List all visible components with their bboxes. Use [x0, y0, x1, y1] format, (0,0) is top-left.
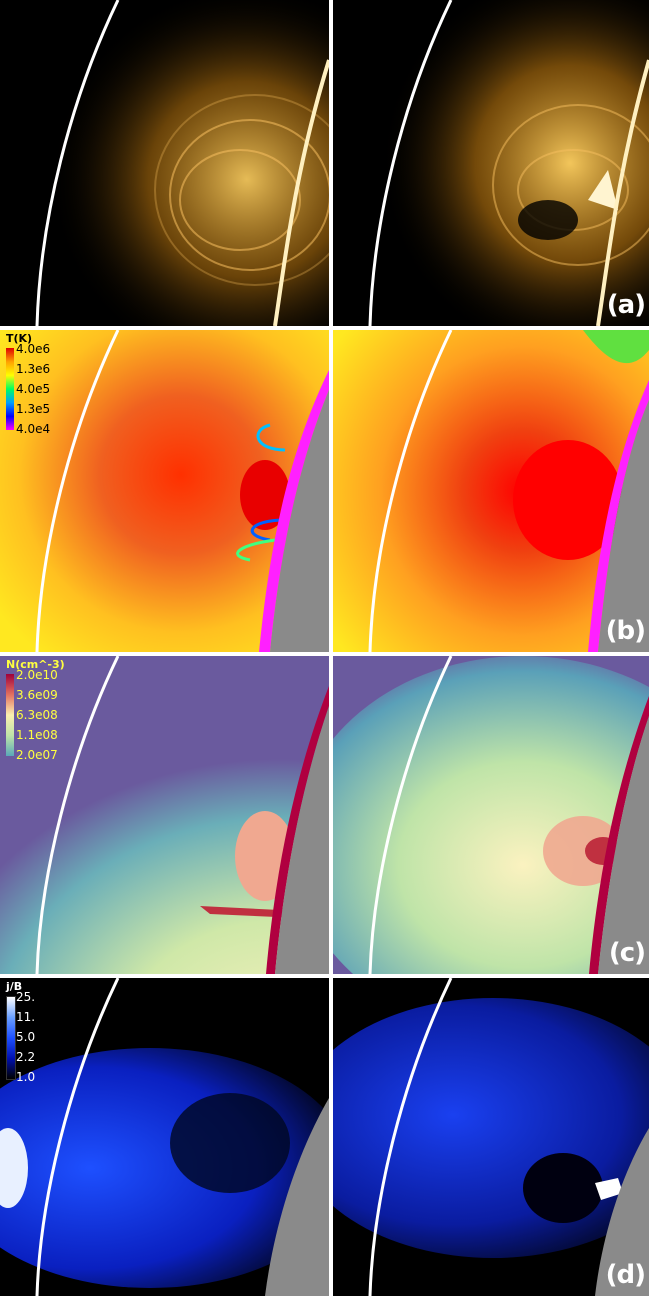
panel-b-left: T(K) 4.0e6 1.3e6 4.0e5 1.3e5 4.0e4 — [0, 330, 329, 652]
panel-label-b: (b) — [605, 616, 646, 646]
tick-label: 4.0e4 — [16, 422, 51, 436]
panel-label-a: (a) — [606, 290, 646, 320]
tick-label: 1.3e6 — [16, 362, 51, 376]
colorbar-title-temperature: T(K) — [6, 332, 33, 345]
colorbar-title-current: j/B — [6, 980, 23, 993]
colorbar-ticks-density: 2.0e10 3.6e09 6.3e08 1.1e08 2.0e07 — [16, 668, 58, 768]
tick-label: 2.0e07 — [16, 748, 58, 762]
tick-label: 5.0 — [16, 1030, 36, 1044]
tick-label: 11. — [16, 1010, 36, 1024]
panel-c-right: (c) — [333, 656, 649, 974]
panel-c-left: N(cm^-3) 2.0e10 3.6e09 6.3e08 1.1e08 2.0… — [0, 656, 329, 974]
tick-label: 1.1e08 — [16, 728, 58, 742]
panel-a-right: (a) — [333, 0, 649, 326]
tick-label: 4.0e5 — [16, 382, 51, 396]
colorbar-temperature — [6, 348, 14, 430]
panel-b-right: (b) — [333, 330, 649, 652]
colorbar-density — [6, 674, 14, 756]
tick-label: 1.3e5 — [16, 402, 51, 416]
tick-label: 25. — [16, 990, 36, 1004]
panel-label-d: (d) — [605, 1260, 646, 1290]
colorbar-current — [6, 996, 16, 1080]
tick-label: 2.2 — [16, 1050, 36, 1064]
colorbar-ticks-temperature: 4.0e6 1.3e6 4.0e5 1.3e5 4.0e4 — [16, 342, 50, 442]
panel-a-left — [0, 0, 329, 326]
tick-label: 4.0e6 — [16, 342, 51, 356]
panel-d-right: (d) — [333, 978, 649, 1296]
tick-label: 2.0e10 — [16, 668, 58, 682]
tick-label: 6.3e08 — [16, 708, 58, 722]
panel-d-left: j/B 25. 11. 5.0 2.2 1.0 — [0, 978, 329, 1296]
tick-label: 3.6e09 — [16, 688, 58, 702]
colorbar-title-density: N(cm^-3) — [6, 658, 65, 671]
tick-label: 1.0 — [16, 1070, 36, 1084]
colorbar-ticks-current: 25. 11. 5.0 2.2 1.0 — [16, 990, 35, 1090]
panel-label-c: (c) — [608, 938, 646, 968]
